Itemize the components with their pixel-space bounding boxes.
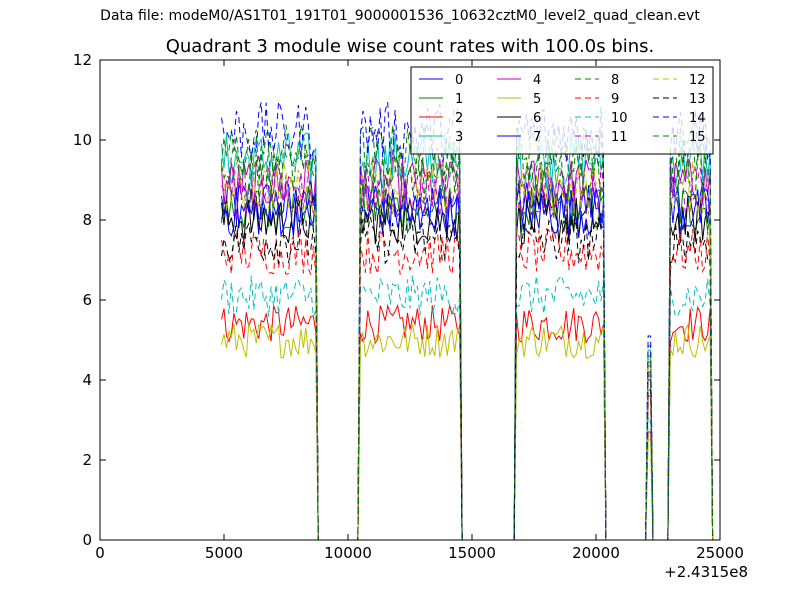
legend-label-6: 6 bbox=[533, 111, 541, 126]
legend-label-5: 5 bbox=[533, 92, 541, 107]
data-file-title: Data file: modeM0/AS1T01_191T01_90000015… bbox=[100, 8, 700, 24]
y-tick-label: 0 bbox=[82, 531, 92, 549]
x-axis-offset-label: +2.4315e8 bbox=[664, 563, 748, 581]
series-lines bbox=[221, 101, 714, 540]
series-line-13 bbox=[221, 216, 714, 540]
legend-label-0: 0 bbox=[455, 73, 463, 88]
series-line-11 bbox=[221, 164, 714, 540]
y-tick-label: 10 bbox=[73, 131, 92, 149]
y-tick-label: 2 bbox=[82, 451, 92, 469]
legend-label-12: 12 bbox=[689, 73, 706, 88]
series-line-8 bbox=[221, 124, 714, 540]
y-tick-label: 8 bbox=[82, 211, 92, 229]
series-line-5 bbox=[221, 322, 714, 540]
legend-label-3: 3 bbox=[455, 130, 463, 145]
series-line-7 bbox=[221, 187, 714, 540]
series-line-9 bbox=[221, 228, 714, 540]
y-tick-label: 4 bbox=[82, 371, 92, 389]
legend-label-2: 2 bbox=[455, 111, 463, 126]
legend-label-15: 15 bbox=[689, 130, 706, 145]
x-tick-label: 25000 bbox=[696, 544, 744, 562]
series-line-1 bbox=[221, 182, 714, 540]
series-line-10 bbox=[221, 274, 714, 540]
legend-label-10: 10 bbox=[611, 111, 628, 126]
x-tick-label: 0 bbox=[95, 544, 105, 562]
legend-label-9: 9 bbox=[611, 92, 619, 107]
legend-label-13: 13 bbox=[689, 92, 706, 107]
legend-label-11: 11 bbox=[611, 130, 628, 145]
legend-label-1: 1 bbox=[455, 92, 463, 107]
x-tick-label: 15000 bbox=[448, 544, 496, 562]
legend-label-8: 8 bbox=[611, 73, 619, 88]
y-tick-label: 6 bbox=[82, 291, 92, 309]
chart-title: Quadrant 3 module wise count rates with … bbox=[165, 36, 655, 57]
series-line-0 bbox=[221, 177, 714, 540]
series-line-2 bbox=[221, 303, 714, 540]
series-line-6 bbox=[221, 194, 714, 540]
y-tick-label: 12 bbox=[73, 51, 92, 69]
x-tick-label: 10000 bbox=[324, 544, 372, 562]
legend-frame bbox=[410, 66, 714, 155]
series-line-15 bbox=[221, 143, 714, 540]
legend-label-14: 14 bbox=[689, 111, 706, 126]
legend-label-4: 4 bbox=[533, 73, 541, 88]
x-tick-label: 20000 bbox=[572, 544, 620, 562]
x-tick-label: 5000 bbox=[205, 544, 243, 562]
legend-label-7: 7 bbox=[533, 130, 541, 145]
